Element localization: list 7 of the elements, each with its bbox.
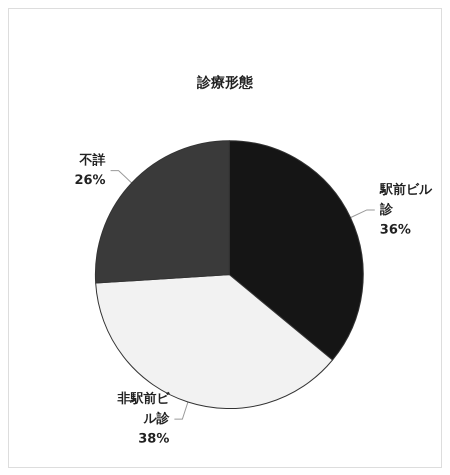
chart-title: 診療形態 <box>196 74 254 91</box>
data-label: 36% <box>380 222 411 238</box>
slice-label: 不詳 <box>78 152 106 168</box>
slice-label: 駅前ビル診 <box>378 182 433 218</box>
slice-label: 非駅前ビル診 <box>116 392 170 427</box>
data-label: 26% <box>74 173 106 188</box>
data-label: 38% <box>138 432 170 447</box>
